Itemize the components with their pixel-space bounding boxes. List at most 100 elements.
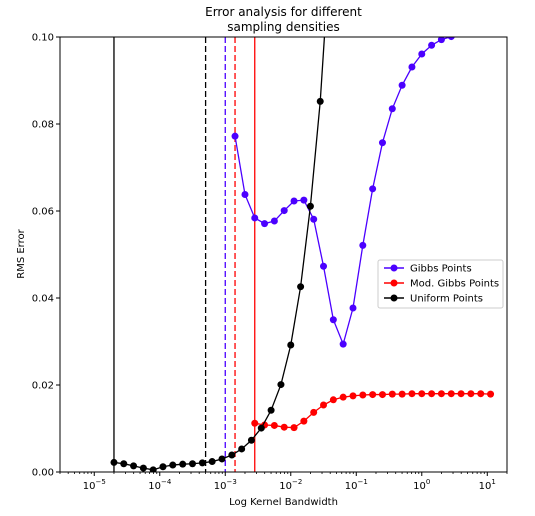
x-tick-label: 10−5 <box>83 478 106 492</box>
data-point-series-1 <box>447 390 455 398</box>
x-tick-label: 10−3 <box>214 478 237 492</box>
y-tick-label: 0.04 <box>32 294 54 305</box>
data-point-series-2 <box>198 459 206 467</box>
data-point-series-1 <box>290 424 298 432</box>
data-point-series-1 <box>270 421 278 429</box>
data-point-series-0 <box>280 207 288 215</box>
data-point-series-0 <box>447 37 455 41</box>
legend-box <box>377 259 504 309</box>
data-point-series-0 <box>261 220 269 228</box>
data-point-series-2 <box>218 455 226 463</box>
data-point-series-2 <box>238 445 246 453</box>
data-point-series-0 <box>290 197 298 205</box>
x-tick-label: 100 <box>413 478 430 492</box>
data-point-series-2 <box>228 451 236 459</box>
data-point-series-1 <box>369 391 377 399</box>
data-point-series-1 <box>477 390 485 398</box>
data-point-series-2 <box>130 462 138 470</box>
chart-title-line-2: sampling densities <box>227 20 339 34</box>
data-point-series-0 <box>398 81 406 89</box>
series-line-2 <box>113 37 326 471</box>
data-point-series-0 <box>349 304 357 312</box>
data-point-series-0 <box>359 241 367 249</box>
data-point-series-1 <box>378 391 386 399</box>
x-tick-label: 10−1 <box>345 478 368 492</box>
data-point-series-0 <box>300 196 308 204</box>
x-axis-label: Log Kernel Bandwidth <box>229 497 338 508</box>
x-tick-label: 10−4 <box>148 478 172 492</box>
legend-marker-uniform <box>390 294 398 302</box>
chart-title-line-1: Error analysis for different <box>205 5 362 19</box>
data-point-series-2 <box>110 458 118 466</box>
data-point-series-1 <box>418 390 426 398</box>
data-point-series-0 <box>320 262 328 270</box>
data-point-series-0 <box>231 132 239 140</box>
legend-marker-gibbs <box>390 264 398 272</box>
data-point-series-2 <box>169 461 177 469</box>
legend-label-uniform: Uniform Points <box>410 294 483 305</box>
data-series <box>110 37 495 472</box>
data-point-series-1 <box>428 390 436 398</box>
data-point-series-2 <box>257 424 265 432</box>
data-point-series-1 <box>457 390 465 398</box>
data-point-series-2 <box>149 466 157 472</box>
x-axis: 10−5 10−4 10−3 10−2 10−1 100 101 <box>59 472 508 492</box>
series-line-1 <box>254 393 491 429</box>
data-point-series-1 <box>398 390 406 398</box>
data-point-series-0 <box>369 185 377 193</box>
plot-frame <box>59 36 508 473</box>
data-point-series-2 <box>139 464 147 472</box>
data-point-series-0 <box>378 139 386 147</box>
data-point-series-1 <box>339 393 347 401</box>
legend-label-mod-gibbs: Mod. Gibbs Points <box>410 279 499 290</box>
data-point-series-0 <box>251 214 259 222</box>
data-point-series-2 <box>316 97 324 105</box>
data-point-series-0 <box>310 215 318 223</box>
data-point-series-0 <box>339 340 347 348</box>
y-tick-label: 0.06 <box>32 207 54 218</box>
data-point-series-1 <box>408 390 416 398</box>
data-point-series-0 <box>418 50 426 58</box>
data-point-series-1 <box>359 391 367 399</box>
threshold-lines <box>113 37 256 472</box>
y-axis-label: RMS Error <box>16 228 27 278</box>
data-point-series-0 <box>241 190 249 198</box>
y-tick-label: 0.02 <box>32 381 54 392</box>
data-point-series-1 <box>320 401 328 409</box>
data-point-series-1 <box>329 396 337 404</box>
data-point-series-2 <box>297 283 305 291</box>
data-point-series-2 <box>208 458 216 466</box>
y-tick-label: 0.10 <box>32 33 54 44</box>
data-point-series-0 <box>270 217 278 225</box>
data-point-series-2 <box>267 406 275 414</box>
data-point-series-1 <box>251 419 259 427</box>
data-point-series-2 <box>120 460 128 468</box>
data-point-series-1 <box>467 390 475 398</box>
data-point-series-1 <box>437 390 445 398</box>
data-point-series-2 <box>277 381 285 389</box>
legend-marker-mod-gibbs <box>390 279 398 287</box>
y-tick-label: 0.08 <box>32 120 54 131</box>
data-point-series-0 <box>408 63 416 71</box>
data-point-series-2 <box>188 460 196 468</box>
chart-legend: Gibbs Points Mod. Gibbs Points Uniform P… <box>377 259 504 309</box>
data-point-series-1 <box>300 417 308 425</box>
data-point-series-1 <box>280 423 288 431</box>
data-point-series-2 <box>306 202 314 210</box>
data-point-series-0 <box>329 316 337 324</box>
data-point-series-1 <box>349 392 357 400</box>
data-point-series-0 <box>428 41 436 49</box>
y-axis: 0.00 0.02 0.04 0.06 0.08 0.10 <box>32 33 60 479</box>
data-point-series-2 <box>159 463 167 471</box>
data-point-series-1 <box>388 390 396 398</box>
data-point-series-2 <box>287 341 295 349</box>
x-tick-label: 10−2 <box>279 478 302 492</box>
data-point-series-2 <box>179 460 187 468</box>
data-point-series-0 <box>437 37 445 44</box>
data-point-series-2 <box>247 436 255 444</box>
data-point-series-0 <box>460 37 462 38</box>
x-tick-label: 101 <box>479 478 496 492</box>
data-point-series-1 <box>487 390 495 398</box>
y-tick-label: 0.00 <box>32 468 54 479</box>
